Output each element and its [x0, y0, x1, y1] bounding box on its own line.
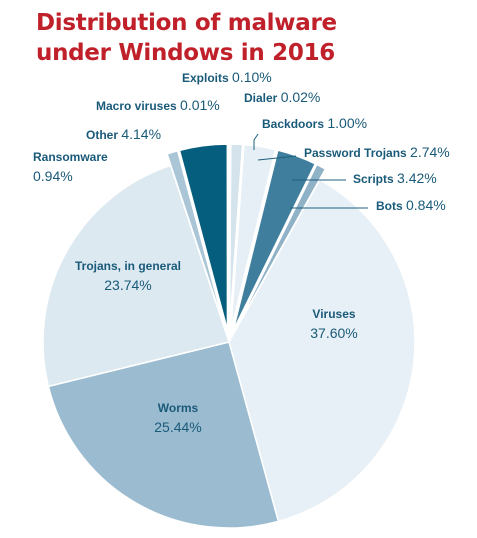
slice-name-exploits: Exploits [182, 71, 232, 85]
slice-value-macro-viruses: 0.01% [180, 97, 220, 113]
pie-slice-scripts [232, 149, 317, 332]
slice-label-dialer: Dialer 0.02% [244, 89, 320, 105]
slice-value-backdoors: 1.00% [327, 115, 367, 131]
slice-value-viruses: 37.60% [310, 325, 357, 341]
slice-name-scripts: Scripts [353, 172, 397, 186]
slice-labels: Exploits 0.10% Dialer 0.02% Backdoors 1.00… [33, 69, 450, 435]
slice-label-other: Other 4.14% [86, 126, 161, 142]
slice-label-bots: Bots 0.84% [376, 197, 446, 213]
slice-label-password-trojans: Password Trojans 2.74% [304, 144, 450, 160]
slice-value-password-trojans: 2.74% [410, 144, 450, 160]
slice-name-password-trojans: Password Trojans [304, 146, 410, 160]
slice-value-dialer: 0.02% [281, 89, 321, 105]
slice-name-dialer: Dialer [244, 91, 281, 105]
pie-slice-viruses [228, 178, 416, 523]
slice-label-ransomware: Ransomware [33, 150, 108, 164]
slice-label-exploits: Exploits 0.10% [182, 69, 272, 85]
slice-name-other: Other [86, 128, 121, 142]
slice-name-bots: Bots [376, 199, 406, 213]
pie-slice-trojans-in-general [42, 164, 230, 388]
slice-value-scripts: 3.42% [397, 170, 437, 186]
leader-line-backdoors [253, 133, 259, 150]
slice-name-backdoors: Backdoors [262, 117, 327, 131]
pie-slice-worms [47, 341, 280, 529]
slice-value-trojans-in-general: 23.74% [104, 277, 151, 293]
leader-line-password-trojans [257, 155, 297, 161]
pie-slice-bots [233, 163, 327, 332]
slice-label-scripts: Scripts 3.42% [353, 170, 437, 186]
pie-slice-other [178, 143, 229, 331]
slice-label-trojans-in-general: Trojans, in general [75, 259, 181, 273]
chart-title-line-1: Distribution of malware [36, 10, 337, 36]
slice-value-ransomware: 0.94% [33, 168, 73, 184]
leader-lines [253, 133, 368, 209]
pie-slice-ransomware [166, 149, 227, 331]
slice-value-exploits: 0.10% [232, 69, 272, 85]
slice-label-viruses: Viruses [312, 307, 355, 321]
slice-name-macro-viruses: Macro viruses [96, 99, 180, 113]
slice-value-other: 4.14% [121, 126, 161, 142]
slice-label-worms: Worms [158, 401, 199, 415]
pie-slice-macro-viruses [228, 143, 231, 331]
pie-slice-password-trojans [230, 143, 277, 331]
pie-slices [42, 143, 416, 529]
chart-title-line-2: under Windows in 2016 [36, 40, 335, 66]
slice-value-worms: 25.44% [154, 419, 201, 435]
chart-title: Distribution of malware under Windows in… [36, 8, 337, 68]
pie-slice-backdoors [228, 143, 244, 331]
slice-value-bots: 0.84% [406, 197, 446, 213]
slice-label-backdoors: Backdoors 1.00% [262, 115, 367, 131]
slice-label-macro-viruses: Macro viruses 0.01% [96, 97, 220, 113]
